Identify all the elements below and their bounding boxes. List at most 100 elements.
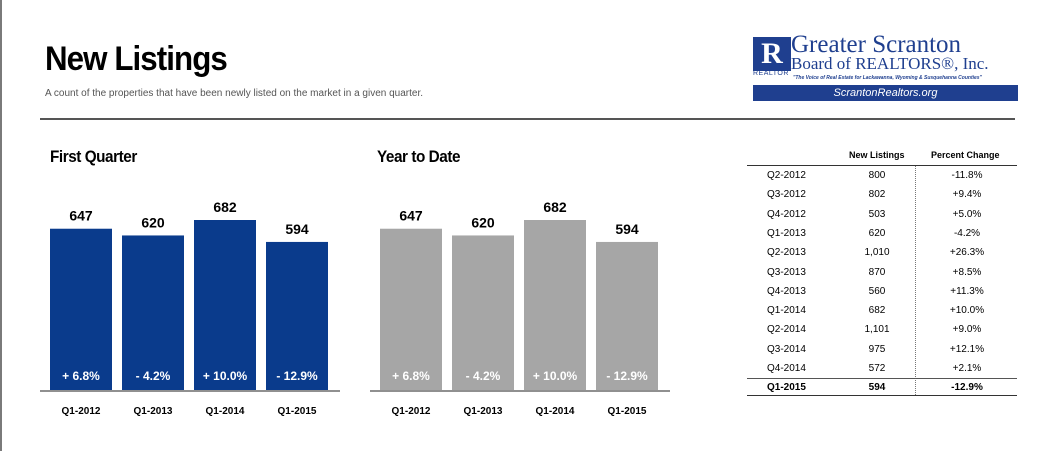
bar-q1-2014 xyxy=(524,220,586,390)
table-row: Q4-2014 572 +2.1% xyxy=(747,360,1017,379)
value-label: 620 xyxy=(141,214,165,230)
table-cell-quarter: Q2-2014 xyxy=(767,324,806,336)
table-row: Q2-2013 1,010 +26.3% xyxy=(747,244,1017,263)
first-quarter-chart: 647 + 6.8% Q1-2012 620 - 4.2% Q1-2013 682 + 10.… xyxy=(40,199,340,417)
value-label: 647 xyxy=(69,208,93,224)
year-to-date-chart-title: Year to Date xyxy=(377,147,461,166)
change-label: - 4.2% xyxy=(136,369,171,383)
table-column-separator xyxy=(915,166,916,395)
table-cell-listings: 1,101 xyxy=(864,324,890,336)
x-tick-label: Q1-2014 xyxy=(206,406,245,417)
page-title: New Listings xyxy=(45,40,228,78)
table-cell-quarter: Q2-2012 xyxy=(767,170,806,181)
change-label: - 12.9% xyxy=(606,369,648,383)
first-quarter-chart-title: First Quarter xyxy=(50,147,137,166)
realtor-r-logo-icon: R xyxy=(753,37,791,71)
table-cell-listings: 620 xyxy=(868,227,886,239)
table-cell-change: +2.1% xyxy=(952,363,982,374)
logo-org-name: Greater Scranton xyxy=(791,31,962,58)
year-to-date-chart: 647 + 6.8% Q1-2012 620 - 4.2% Q1-2013 682 + 10.… xyxy=(370,199,670,417)
table-cell-listings: 682 xyxy=(868,305,886,317)
table-row: Q1-2014 682 +10.0% xyxy=(747,302,1017,321)
table-cell-change: -4.2% xyxy=(953,227,981,239)
table-cell-quarter: Q3-2013 xyxy=(767,266,806,278)
table-cell-listings: 1,010 xyxy=(864,247,890,259)
table-cell-listings: 800 xyxy=(868,170,886,181)
table-cell-change: +8.5% xyxy=(952,266,982,278)
table-cell-listings: 560 xyxy=(868,285,886,297)
x-tick-label: Q1-2014 xyxy=(536,406,575,417)
table-row: Q4-2012 503 +5.0% xyxy=(747,206,1017,225)
logo-website[interactable]: ScrantonRealtors.org xyxy=(753,85,1018,101)
table-cell-change: +12.1% xyxy=(949,343,985,355)
table-cell-quarter: Q2-2013 xyxy=(767,247,806,259)
table-row: Q3-2012 802 +9.4% xyxy=(747,186,1017,205)
table-cell-quarter: Q4-2012 xyxy=(767,208,806,220)
table-cell-quarter: Q4-2013 xyxy=(767,285,806,297)
logo-org-subname: Board of REALTORS®, Inc. xyxy=(791,54,989,73)
change-label: - 12.9% xyxy=(276,369,318,383)
table-cell-change: +10.0% xyxy=(949,305,985,317)
table-cell-change: +5.0% xyxy=(952,208,982,220)
table-row: Q4-2013 560 +11.3% xyxy=(747,283,1017,302)
logo-realtor-text: REALTOR xyxy=(753,70,789,77)
table-top-rule xyxy=(747,165,1017,166)
x-tick-label: Q1-2015 xyxy=(278,406,317,417)
table-cell-change: +9.0% xyxy=(952,324,982,336)
bar-q1-2015 xyxy=(596,241,658,390)
table-cell-change: +9.4% xyxy=(952,189,982,201)
x-tick-label: Q1-2013 xyxy=(134,406,173,417)
table-cell-quarter: Q3-2014 xyxy=(767,343,806,355)
value-label: 594 xyxy=(285,221,309,237)
table-bottom-rule xyxy=(747,395,1017,396)
table-cell-listings: 594 xyxy=(868,382,886,394)
logo-tagline: "The Voice of Real Estate for Lackawanna… xyxy=(793,75,982,81)
bar-q1-2015 xyxy=(266,241,328,390)
x-tick-label: Q1-2012 xyxy=(392,406,431,417)
table-cell-listings: 870 xyxy=(868,266,886,278)
change-label: + 6.8% xyxy=(62,369,100,383)
header-divider xyxy=(40,118,1015,120)
change-label: - 4.2% xyxy=(466,369,501,383)
col-header-percent-change: Percent Change xyxy=(931,150,1000,160)
table-cell-change: +11.3% xyxy=(950,285,984,297)
table-cell-quarter: Q4-2014 xyxy=(767,363,806,374)
table-cell-quarter: Q1-2013 xyxy=(767,227,806,239)
x-tick-label: Q1-2013 xyxy=(464,406,503,417)
value-label: 682 xyxy=(543,199,567,215)
table-cell-quarter: Q1-2014 xyxy=(767,305,806,317)
table-row: Q2-2014 1,101 +9.0% xyxy=(747,321,1017,340)
col-header-new-listings: New Listings xyxy=(849,150,905,160)
table-cell-quarter: Q3-2012 xyxy=(767,189,806,201)
page-subtitle: A count of the properties that have been… xyxy=(45,88,424,99)
bar-q1-2014 xyxy=(194,220,256,390)
table-cell-change: +26.3% xyxy=(949,247,985,259)
change-label: + 10.0% xyxy=(203,369,248,383)
table-row: Q3-2013 870 +8.5% xyxy=(747,264,1017,283)
table-cell-change: -11.8% xyxy=(951,170,983,181)
table-cell-listings: 572 xyxy=(868,363,886,374)
value-label: 682 xyxy=(213,199,237,215)
bar-q1-2013 xyxy=(122,235,184,390)
table-cell-listings: 975 xyxy=(868,343,886,355)
x-tick-label: Q1-2015 xyxy=(608,406,647,417)
table-row: Q3-2014 975 +12.1% xyxy=(747,341,1017,360)
value-label: 647 xyxy=(399,208,423,224)
x-tick-label: Q1-2012 xyxy=(62,406,101,417)
value-label: 620 xyxy=(471,214,495,230)
value-label: 594 xyxy=(615,221,639,237)
realtors-logo[interactable]: R REALTOR Greater Scranton Board of REAL… xyxy=(753,31,1018,103)
table-row: Q1-2015 594 -12.9% xyxy=(747,379,1017,398)
table-cell-listings: 802 xyxy=(868,189,886,201)
table-row: Q2-2012 800 -11.8% xyxy=(747,167,1017,186)
bar-q1-2012 xyxy=(380,228,442,390)
change-label: + 6.8% xyxy=(392,369,430,383)
change-label: + 10.0% xyxy=(533,369,578,383)
table-cell-quarter: Q1-2015 xyxy=(767,382,806,394)
bar-q1-2013 xyxy=(452,235,514,390)
page-left-border xyxy=(0,0,2,451)
bar-q1-2012 xyxy=(50,228,112,390)
table-cell-listings: 503 xyxy=(868,208,886,220)
table-cell-change: -12.9% xyxy=(951,382,983,394)
table-row: Q1-2013 620 -4.2% xyxy=(747,225,1017,244)
